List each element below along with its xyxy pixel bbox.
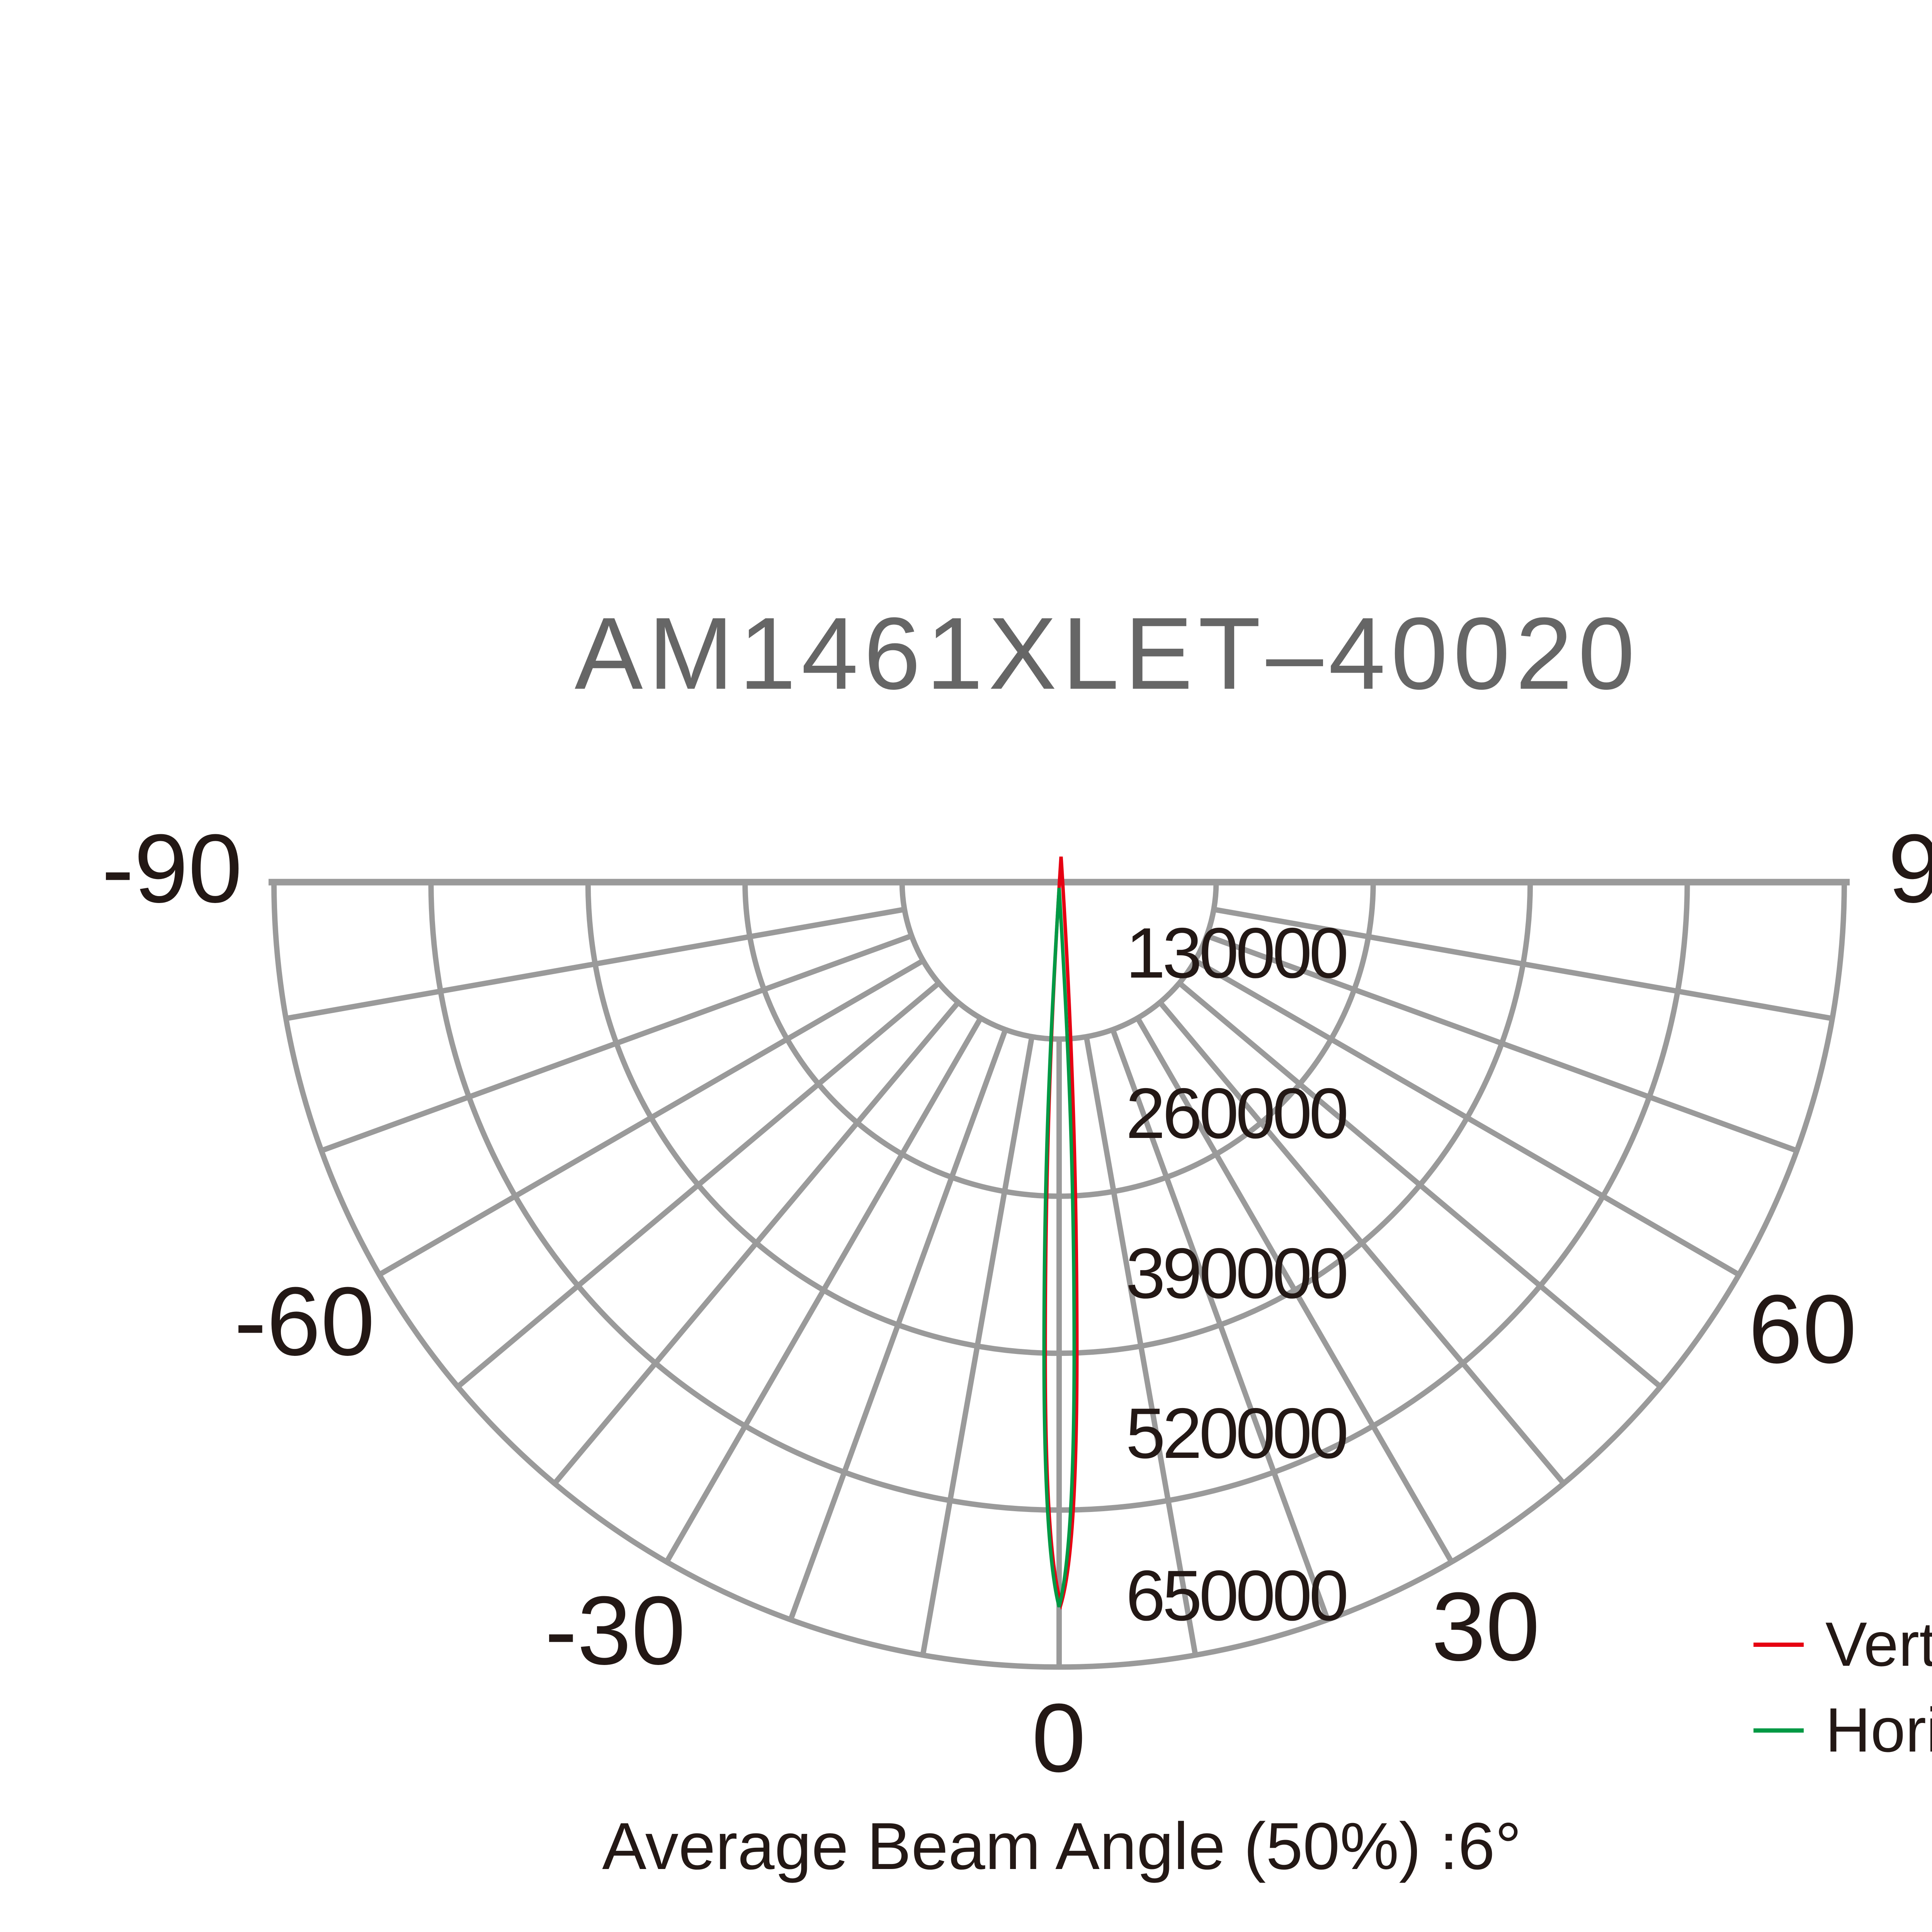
chart-title: AM1461XLET–40020 bbox=[574, 596, 1641, 711]
legend: Vert.Intensity(cd) Hori.Intensity(cd) bbox=[1753, 1604, 1932, 1771]
intensity-curves bbox=[1042, 856, 1079, 1610]
grid-spoke bbox=[1206, 933, 1798, 1153]
grid-spoke bbox=[1110, 1029, 1330, 1621]
grid-spoke bbox=[378, 958, 925, 1277]
angle-tick-0: 0 bbox=[1031, 1684, 1086, 1793]
grid-spoke bbox=[920, 1036, 1035, 1656]
angle-tick-60: 60 bbox=[1748, 1275, 1857, 1384]
grid-spoke bbox=[285, 906, 905, 1021]
angle-tick--60: -60 bbox=[234, 1267, 375, 1376]
grid-spoke bbox=[552, 1000, 961, 1486]
radial-tick-260000: 260000 bbox=[1126, 1074, 1349, 1153]
radial-tick-390000: 390000 bbox=[1126, 1234, 1349, 1313]
radial-tick-520000: 520000 bbox=[1126, 1394, 1349, 1473]
angle-tick--30: -30 bbox=[544, 1576, 686, 1685]
grid-spoke bbox=[320, 933, 913, 1153]
legend-item-hori-intensity: Hori.Intensity(cd) bbox=[1753, 1689, 1932, 1771]
grid-spoke bbox=[664, 1017, 983, 1564]
angle-tick-30: 30 bbox=[1431, 1572, 1540, 1681]
angle-tick-90: 90 bbox=[1888, 814, 1932, 923]
grid-spoke bbox=[1177, 981, 1663, 1389]
vert-intensity-line-swatch bbox=[1753, 1642, 1804, 1647]
hori-intensity-line-swatch bbox=[1753, 1728, 1804, 1733]
grid-spoke bbox=[1213, 906, 1833, 1021]
grid-spoke bbox=[1194, 958, 1741, 1277]
angle-tick--90: -90 bbox=[101, 814, 243, 923]
grid-spoke bbox=[1158, 1000, 1566, 1486]
radial-tick-130000: 130000 bbox=[1126, 913, 1349, 993]
hori-intensity-curve bbox=[1042, 888, 1076, 1607]
grid-spoke bbox=[788, 1029, 1008, 1621]
grid-spoke bbox=[1083, 1036, 1198, 1656]
legend-item-vert-intensity: Vert.Intensity(cd) bbox=[1753, 1604, 1932, 1685]
legend-label-hori-intensity: Hori.Intensity(cd) bbox=[1825, 1695, 1932, 1765]
beam-angle-caption: Average Beam Angle (50%) :6° bbox=[602, 1809, 1522, 1883]
polar-grid bbox=[269, 879, 1850, 1670]
radial-tick-650000: 650000 bbox=[1126, 1556, 1349, 1636]
grid-spoke bbox=[1135, 1017, 1454, 1564]
grid-spoke bbox=[456, 981, 941, 1389]
legend-label-vert-intensity: Vert.Intensity(cd) bbox=[1825, 1609, 1932, 1679]
